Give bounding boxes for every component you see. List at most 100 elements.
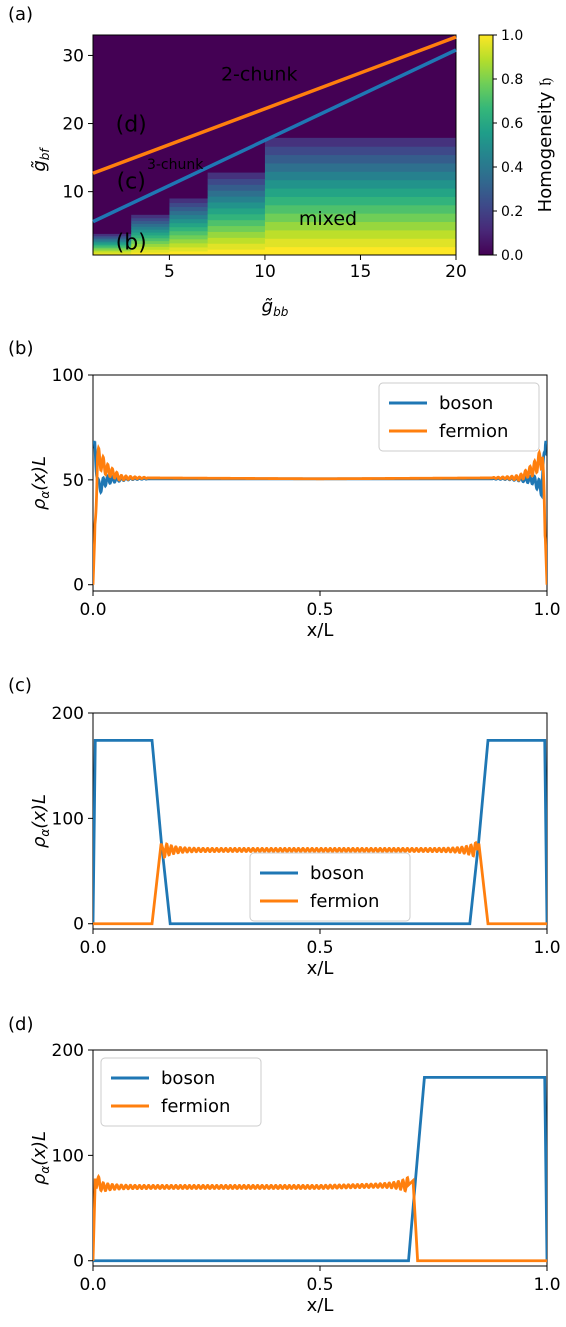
heatmap-cell [207,190,266,197]
heatmap-cell [93,251,132,254]
legend: boson fermion [100,1057,262,1127]
heatmap-cell [93,245,132,248]
fermion-series-line [93,1173,547,1263]
x-tick-label: 0.0 [79,600,106,620]
legend-entry-label: boson [161,1068,215,1089]
region-label: 2-chunk [221,64,298,86]
heatmap-cell [131,226,170,230]
x-tick-label: 1.0 [533,1275,560,1295]
boson-series-line [93,739,547,926]
heatmap-cell [169,238,209,244]
heatmap-cell [207,202,266,209]
y-axis-label: ρα(x)L [29,794,52,848]
heatmap-cell [264,179,457,189]
heatmap-cell [264,137,457,147]
heatmap-cell [131,214,170,219]
legend-entry-label: fermion [161,1096,230,1117]
plot-frame [92,34,457,256]
panel-line-chart: (c) 0.0 0.5 1.0 0 100 200 x/L ρα(x)L boson fermion [8,675,561,979]
heatmap-cell [264,196,457,206]
panel-point-label: (c) [117,169,146,194]
y-tick-label: 200 [52,704,84,724]
heatmap-cell [93,250,132,253]
legend-entry-label: boson [439,393,493,414]
heatmap-cell [131,217,170,222]
heatmap-cell [169,246,209,252]
heatmap-cell [131,249,170,253]
heatmap-cell [131,246,170,250]
heatmap-cell [169,202,209,208]
x-tick-label: 0.5 [306,938,333,958]
y-tick-label: 30 [62,46,84,66]
x-tick-label: 0.5 [306,1275,333,1295]
region-label: 3-chunk [147,157,204,173]
y-axis-label: ρα(x)L [29,456,52,510]
heatmap-cell [131,223,170,227]
heatmap-cell [169,214,209,220]
heatmap-cell [131,243,170,247]
heatmap-cell [93,244,132,247]
colorbar-tick-label: 0.6 [501,116,523,132]
x-axis-label: g̃bb [262,296,289,319]
panel-label: (c) [8,675,32,696]
heatmap-cell [207,172,266,179]
y-tick-label: 200 [52,1041,84,1061]
x-axis-label: x/L [307,958,334,979]
colorbar-tick-label: 0.2 [501,204,523,220]
heatmap-cell [169,226,209,232]
heatmap-cell [131,237,170,242]
heatmap-cell [264,162,457,172]
heatmap-cell [169,230,209,236]
y-tick-label: 0 [73,1252,84,1272]
heatmap-cell [169,222,209,228]
heatmap-cell [207,184,266,191]
phase-boundary-line [92,48,457,224]
heatmap-cell [207,219,266,227]
colorbar-label: Homogeneity 𝔥 [535,78,556,213]
colorbar: 0.0 0.2 0.4 0.6 0.8 1.0 Homogeneity 𝔥 [478,28,556,264]
x-axis-label: x/L [307,1295,334,1316]
heatmap-cell [169,198,209,204]
legend-box [100,1057,262,1127]
heatmap-cell [169,234,209,240]
x-tick-label: 0.0 [79,1275,106,1295]
panel-point-label: (b) [116,231,147,256]
heatmap-cell [207,196,266,203]
heatmap-cell [264,188,457,197]
legend-box [249,852,411,922]
heatmap-cell [131,229,170,233]
heatmap-cell [264,204,457,214]
y-axis-label: g̃bf [29,147,52,172]
heatmap-cell [93,247,132,250]
heatmap-cell [169,210,209,216]
legend-entry-label: fermion [310,891,379,912]
heatmap-cell [93,241,132,244]
heatmap-cell [93,235,132,238]
heatmap-cell [93,239,132,242]
heatmap-cell [131,252,170,256]
boson-series-line [93,1076,547,1263]
heatmap-cell [207,207,266,215]
heatmap-cell [169,206,209,212]
panel-label: (b) [8,338,33,359]
heatmap-cell [93,253,132,256]
y-tick-label: 100 [52,366,84,386]
x-tick-label: 0.0 [79,938,106,958]
heatmap-cell [264,229,457,239]
x-tick-label: 0.5 [306,600,333,620]
heatmap-cell [207,178,266,185]
panel-line-chart: (b) 0.0 0.5 1.0 0 50 100 x/L ρα(x)L boson fermion [8,338,561,641]
panel-label: (d) [8,1014,33,1035]
heatmap-cell [207,225,266,232]
heatmap-cell [93,233,132,236]
heatmap-cell [207,243,266,250]
heatmap-cell [264,154,457,164]
heatmap-cell [93,238,132,241]
heatmap-cell [264,238,457,248]
heatmap-cell [264,213,457,223]
fermion-series-line [93,443,547,585]
y-tick-label: 100 [52,809,84,829]
heatmap-cell [131,240,170,245]
fermion-series-line [93,840,547,926]
heatmap-cell [93,248,132,251]
